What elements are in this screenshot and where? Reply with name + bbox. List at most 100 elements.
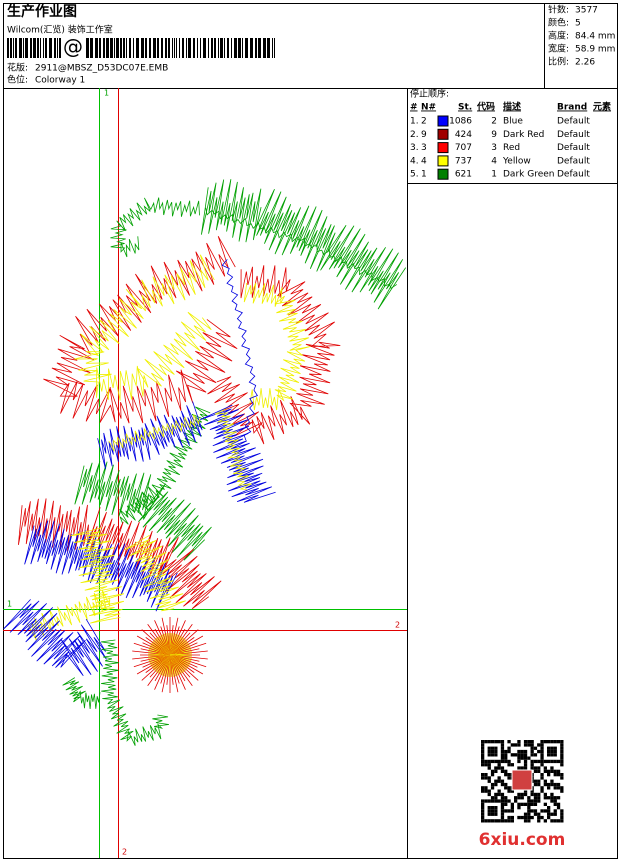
color-swatch <box>437 128 449 140</box>
qr-cell <box>523 756 528 760</box>
barcode-bar <box>13 38 14 58</box>
barcode-bar <box>40 38 41 58</box>
qr-cell <box>530 766 534 770</box>
barcode-bar <box>263 38 266 58</box>
qr-cell <box>560 815 564 820</box>
qr-cell <box>533 799 538 803</box>
qr-cell <box>481 746 485 750</box>
qr-cell <box>517 759 521 764</box>
qr-cell <box>497 789 501 793</box>
qr-cell <box>500 782 505 787</box>
qr-cell <box>550 819 554 823</box>
qr-cell <box>484 789 488 793</box>
qr-cell <box>487 766 491 770</box>
qr-cell <box>547 815 551 820</box>
qr-cell <box>490 769 495 773</box>
qr-cell <box>490 749 495 754</box>
barcode-bar <box>186 38 187 58</box>
barcode-bar <box>116 38 119 58</box>
column-header: 描述 <box>503 101 521 113</box>
barcode-bar <box>157 38 159 58</box>
barcode-bar <box>54 38 56 58</box>
qr-cell <box>487 779 491 783</box>
qr-cell <box>484 819 488 823</box>
qr-cell <box>497 819 501 823</box>
qr-cell <box>556 819 561 823</box>
qr-cell <box>500 819 505 823</box>
barcode-bar <box>106 38 109 58</box>
qr-cell <box>530 743 534 747</box>
qr-cell <box>553 809 557 813</box>
stat-label: 宽度: <box>548 43 569 55</box>
qr-cell <box>523 792 528 797</box>
row-index: 1. <box>410 117 419 127</box>
qr-cell <box>494 796 498 800</box>
barcode-bar <box>218 38 219 58</box>
qr-cell <box>540 815 544 820</box>
qr-cell <box>537 766 541 770</box>
qr-cell <box>553 746 557 750</box>
stat-label: 颜色: <box>548 17 569 29</box>
qr-cell <box>520 749 524 754</box>
qr-cell <box>550 759 554 764</box>
qr-cell <box>547 782 551 787</box>
qr-cell <box>540 773 544 777</box>
row-needle: 3 <box>421 143 427 153</box>
qr-cell <box>543 819 547 823</box>
qr-cell <box>500 799 505 803</box>
qr-cell <box>490 746 495 750</box>
title: 生产作业图 <box>7 3 77 20</box>
qr-cell <box>553 782 557 787</box>
barcode-bar <box>37 38 39 58</box>
color-swatch <box>437 142 449 154</box>
qr-cell <box>494 779 498 783</box>
qr-cell <box>510 789 514 793</box>
guide-label: 1 <box>104 89 109 98</box>
qr-cell <box>527 815 531 820</box>
flower-blue <box>200 404 276 503</box>
qr-cell <box>560 809 564 813</box>
qr-cell <box>527 802 531 806</box>
qr-cell <box>530 749 534 754</box>
qr-cell <box>481 753 485 757</box>
qr-cell <box>484 786 488 790</box>
barcode-bar <box>129 38 131 58</box>
qr-cell <box>500 812 505 816</box>
barcode-bar <box>242 38 243 58</box>
qr-cell <box>560 749 564 754</box>
qr-cell <box>490 782 495 787</box>
qr-cell <box>514 799 518 803</box>
barcode-bar <box>176 38 177 58</box>
qr-cell <box>537 749 541 754</box>
qr-cell <box>494 806 498 810</box>
qr-cell <box>500 809 505 813</box>
qr-cell <box>533 792 538 797</box>
qr-cell <box>530 802 534 806</box>
barcode-bar <box>250 38 253 58</box>
qr-cell <box>547 746 551 750</box>
qr-cell <box>537 815 541 820</box>
qr-cell <box>487 753 491 757</box>
qr-cell <box>481 763 485 767</box>
barcode-bar <box>114 38 115 58</box>
qr-cell <box>533 779 538 783</box>
qr-cell <box>547 759 551 764</box>
qr-cell <box>553 786 557 790</box>
qr-cell <box>481 812 485 816</box>
qr-cell <box>490 753 495 757</box>
row-stitches: 707 <box>455 143 472 153</box>
qr-cell <box>494 749 498 754</box>
qr-cell <box>553 812 557 816</box>
petal-yellow <box>26 589 111 641</box>
qr-cell <box>494 792 498 797</box>
barcode-bar <box>57 38 58 58</box>
qr-cell <box>500 769 505 773</box>
page-border <box>3 3 618 859</box>
stop-title: 停止顺序: <box>410 88 449 100</box>
qr-cell <box>517 806 521 810</box>
petal-yellow <box>124 534 186 612</box>
barcode-bar <box>103 38 105 58</box>
qr-cell <box>514 743 518 747</box>
qr-cell <box>547 749 551 754</box>
qr-cell <box>520 796 524 800</box>
